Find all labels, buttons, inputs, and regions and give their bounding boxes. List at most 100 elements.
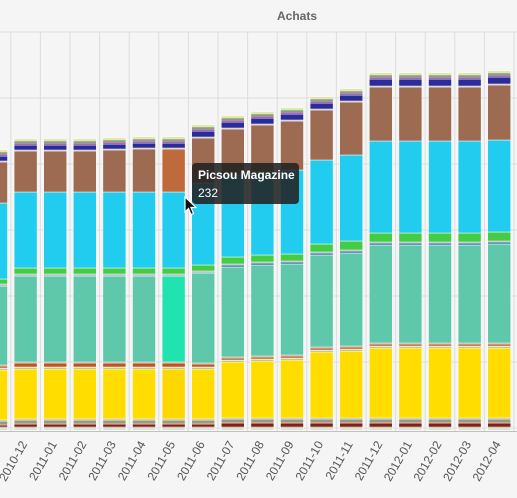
bar-segment[interactable] [132, 419, 156, 425]
bar-segment[interactable] [0, 149, 8, 153]
bar-segment[interactable] [43, 423, 67, 428]
bar-segment[interactable] [0, 278, 8, 285]
bar-segment[interactable] [369, 427, 393, 431]
bar-segment[interactable] [132, 267, 156, 275]
bar-segment[interactable] [487, 84, 511, 141]
bar-segment[interactable] [73, 362, 97, 368]
bar-segment[interactable] [457, 242, 482, 246]
bar-segment[interactable] [487, 343, 511, 347]
bar-segment[interactable] [250, 264, 275, 357]
bar-segment[interactable] [221, 119, 245, 123]
bar-segment[interactable] [161, 138, 186, 142]
bar-segment[interactable] [428, 72, 452, 76]
bar-segment[interactable] [280, 253, 304, 262]
bar-segment[interactable] [221, 422, 245, 428]
bar-segment[interactable] [428, 78, 452, 87]
bar-stack-2010-12[interactable] [13, 138, 38, 431]
bar-segment[interactable] [191, 128, 215, 132]
bar-stack-2011-04[interactable] [132, 136, 156, 431]
bar-segment[interactable] [13, 191, 38, 269]
bar-segment[interactable] [250, 418, 275, 424]
bar-segment[interactable] [309, 254, 334, 348]
bar-segment[interactable] [487, 70, 511, 74]
bar-segment[interactable] [339, 346, 363, 350]
bar-segment[interactable] [73, 275, 97, 363]
bar-segment[interactable] [0, 161, 8, 204]
bar-segment[interactable] [398, 418, 423, 424]
bar-segment[interactable] [43, 144, 67, 151]
bar-stack-2011-08[interactable] [250, 111, 275, 431]
bar-segment[interactable] [102, 368, 127, 420]
bar-segment[interactable] [457, 418, 482, 424]
bar-segment[interactable] [161, 362, 186, 368]
bar-segment[interactable] [102, 275, 127, 363]
bar-segment[interactable] [13, 275, 38, 363]
bar-segment[interactable] [487, 418, 511, 424]
bar-segment[interactable] [250, 113, 275, 117]
bar-stack-2011-02[interactable] [73, 138, 97, 431]
bar-segment[interactable] [13, 138, 38, 142]
bar-segment[interactable] [428, 427, 452, 431]
bar-segment[interactable] [487, 231, 511, 242]
bar-segment[interactable] [102, 143, 127, 150]
bar-segment[interactable] [43, 191, 67, 269]
bar-segment[interactable] [250, 360, 275, 419]
bar-segment[interactable] [73, 368, 97, 420]
bar-segment[interactable] [280, 109, 304, 113]
bar-segment[interactable] [0, 153, 8, 157]
bar-segment[interactable] [487, 139, 511, 233]
bar-segment[interactable] [102, 141, 127, 145]
bar-segment[interactable] [0, 368, 8, 371]
bar-segment[interactable] [428, 347, 452, 419]
bar-segment[interactable] [280, 107, 304, 111]
bar-stack-2011-09[interactable] [280, 107, 304, 431]
bar-segment[interactable] [43, 138, 67, 142]
bar-segment[interactable] [73, 142, 97, 146]
bar-segment[interactable] [102, 191, 127, 269]
bar-segment[interactable] [369, 78, 393, 87]
bar-segment[interactable] [398, 244, 423, 344]
bar-segment[interactable] [309, 102, 334, 110]
bar-segment[interactable] [309, 243, 334, 253]
bar-segment[interactable] [428, 242, 452, 246]
bar-segment[interactable] [191, 368, 215, 420]
bar-segment[interactable] [161, 419, 186, 425]
bar-segment[interactable] [161, 275, 186, 363]
bar-segment[interactable] [13, 419, 38, 425]
bar-segment[interactable] [339, 240, 363, 251]
bar-segment[interactable] [339, 350, 363, 419]
bar-segment[interactable] [73, 150, 97, 193]
bar-segment[interactable] [221, 361, 245, 419]
bar-segment[interactable] [280, 355, 304, 359]
bar-segment[interactable] [102, 423, 127, 428]
bar-segment[interactable] [73, 267, 97, 275]
bar-stack-2011-01[interactable] [43, 138, 67, 431]
bar-segment[interactable] [457, 422, 482, 428]
bar-segment[interactable] [191, 272, 215, 364]
bar-segment[interactable] [132, 142, 156, 149]
bar-segment[interactable] [339, 250, 363, 254]
bar-segment[interactable] [43, 419, 67, 425]
bar-segment[interactable] [102, 267, 127, 275]
bar-segment[interactable] [250, 262, 275, 266]
bar-segment[interactable] [280, 261, 304, 265]
bar-segment[interactable] [428, 232, 452, 243]
bar-stack-2012-02[interactable] [428, 72, 452, 431]
bar-segment[interactable] [13, 144, 38, 151]
bar-segment[interactable] [43, 142, 67, 146]
bar-segment[interactable] [132, 423, 156, 428]
bar-segment[interactable] [0, 424, 8, 428]
bar-segment[interactable] [369, 72, 393, 76]
bar-segment[interactable] [132, 148, 156, 193]
bar-segment[interactable] [73, 423, 97, 428]
bar-segment[interactable] [309, 96, 334, 100]
bar-segment[interactable] [132, 427, 156, 431]
bar-segment[interactable] [398, 72, 423, 76]
bar-segment[interactable] [428, 343, 452, 347]
bar-segment[interactable] [43, 275, 67, 363]
bar-segment[interactable] [280, 422, 304, 428]
bar-segment[interactable] [161, 136, 186, 140]
bar-segment[interactable] [369, 76, 393, 80]
bar-segment[interactable] [487, 74, 511, 78]
bar-segment[interactable] [457, 78, 482, 87]
